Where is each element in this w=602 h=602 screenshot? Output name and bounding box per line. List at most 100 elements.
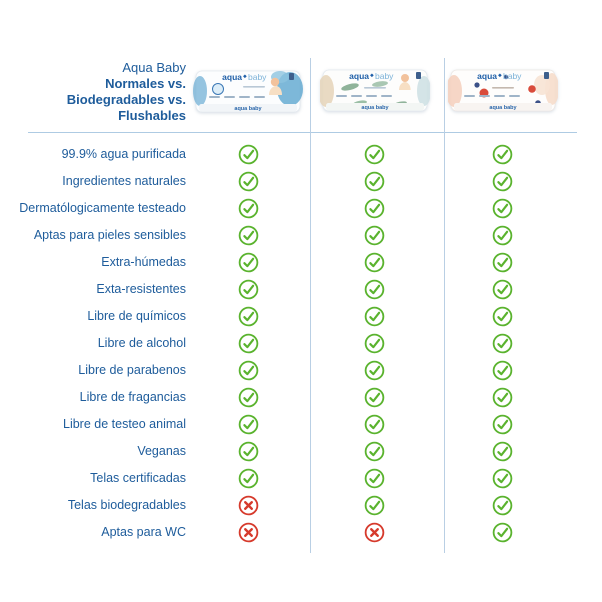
- check-icon: [492, 522, 513, 543]
- cross-icon: [238, 522, 259, 543]
- check-icon: [492, 495, 513, 516]
- check-icon: [364, 495, 385, 516]
- check-icon: [364, 360, 385, 381]
- check-icon: [238, 252, 259, 273]
- check-icon: [492, 225, 513, 246]
- check-icon: [492, 333, 513, 354]
- table-row: Telas certificadas: [0, 465, 602, 492]
- page-title: Aqua Baby Normales vs. Biodegradables vs…: [0, 60, 186, 124]
- check-icon: [238, 144, 259, 165]
- column-divider-2: [444, 58, 445, 553]
- check-icon: [364, 306, 385, 327]
- check-icon: [364, 225, 385, 246]
- check-icon: [492, 468, 513, 489]
- cross-icon: [238, 495, 259, 516]
- feature-label: Aptas para WC: [101, 525, 186, 539]
- check-icon: [492, 252, 513, 273]
- feature-label: 99.9% agua purificada: [61, 147, 186, 161]
- product-image-normales: aqua baby aqua baby: [193, 64, 303, 120]
- check-icon: [238, 333, 259, 354]
- check-icon: [364, 414, 385, 435]
- feature-label: Libre de parabenos: [78, 363, 186, 377]
- title-line-brand: Aqua Baby: [122, 60, 186, 75]
- check-icon: [492, 198, 513, 219]
- pack-band-logo: aqua baby: [489, 105, 517, 111]
- table-row: Libre de fragancias: [0, 384, 602, 411]
- table-row: Aptas para pieles sensibles: [0, 222, 602, 249]
- feature-label: Libre de alcohol: [97, 336, 186, 350]
- table-row: Ingredientes naturales: [0, 168, 602, 195]
- feature-label: Aptas para pieles sensibles: [33, 228, 186, 242]
- cross-icon: [364, 522, 385, 543]
- check-icon: [364, 387, 385, 408]
- table-row: Dermatólogicamente testeado: [0, 195, 602, 222]
- table-row: Libre de alcohol: [0, 330, 602, 357]
- check-icon: [238, 414, 259, 435]
- pack-logo-aqua: aqua: [477, 71, 497, 81]
- feature-label: Libre de testeo animal: [63, 417, 186, 431]
- table-row: 99.9% agua purificada: [0, 141, 602, 168]
- table-row: Libre de testeo animal: [0, 411, 602, 438]
- table-row: Libre de químicos: [0, 303, 602, 330]
- check-icon: [364, 441, 385, 462]
- pack-logo-aqua: aqua: [222, 72, 242, 82]
- feature-label: Telas certificadas: [90, 471, 186, 485]
- table-row: Veganas: [0, 438, 602, 465]
- product-image-biodegradables: aqua baby aqua baby: [318, 63, 431, 119]
- check-icon: [238, 468, 259, 489]
- table-row: Libre de parabenos: [0, 357, 602, 384]
- pack-logo-aqua: aqua: [349, 71, 369, 81]
- feature-label: Libre de fragancias: [79, 390, 186, 404]
- pack-band-logo: aqua baby: [234, 106, 262, 112]
- table-row: Extra-húmedas: [0, 249, 602, 276]
- check-icon: [364, 468, 385, 489]
- check-icon: [364, 279, 385, 300]
- feature-label: Dermatólogicamente testeado: [19, 201, 186, 215]
- product-image-flushables: aqua baby aqua baby: [446, 63, 559, 119]
- pack-band-logo: aqua baby: [361, 105, 389, 111]
- pack-logo-baby: baby: [248, 72, 267, 82]
- check-icon: [238, 441, 259, 462]
- check-icon: [364, 333, 385, 354]
- check-icon: [492, 144, 513, 165]
- header-divider-line: [28, 132, 577, 133]
- check-icon: [492, 279, 513, 300]
- title-line-3: Flushables: [118, 108, 186, 123]
- wipes-pack-biodegradables-graphic: aqua baby aqua baby: [318, 69, 431, 112]
- table-row: Aptas para WC: [0, 519, 602, 546]
- check-icon: [238, 279, 259, 300]
- check-icon: [364, 144, 385, 165]
- wipes-pack-normales-graphic: aqua baby aqua baby: [193, 70, 303, 113]
- check-icon: [238, 198, 259, 219]
- comparison-table: 99.9% agua purificada Ingredientes natur…: [0, 141, 602, 546]
- feature-label: Telas biodegradables: [67, 498, 186, 512]
- feature-label: Extra-húmedas: [101, 255, 186, 269]
- table-row: Exta-resistentes: [0, 276, 602, 303]
- check-icon: [492, 441, 513, 462]
- check-icon: [492, 171, 513, 192]
- title-line-2: Biodegradables vs.: [66, 92, 186, 107]
- check-icon: [492, 414, 513, 435]
- check-icon: [364, 171, 385, 192]
- check-icon: [238, 360, 259, 381]
- check-icon: [238, 387, 259, 408]
- check-icon: [238, 225, 259, 246]
- feature-label: Exta-resistentes: [96, 282, 186, 296]
- check-icon: [492, 387, 513, 408]
- pack-logo-baby: baby: [503, 71, 522, 81]
- check-icon: [492, 306, 513, 327]
- feature-label: Veganas: [137, 444, 186, 458]
- check-icon: [364, 198, 385, 219]
- check-icon: [238, 306, 259, 327]
- check-icon: [238, 171, 259, 192]
- wipes-pack-flushables-graphic: aqua baby aqua baby: [446, 69, 559, 112]
- title-line-1: Normales vs.: [105, 76, 186, 91]
- feature-label: Ingredientes naturales: [62, 174, 186, 188]
- check-icon: [364, 252, 385, 273]
- pack-logo-baby: baby: [375, 71, 394, 81]
- feature-label: Libre de químicos: [87, 309, 186, 323]
- table-row: Telas biodegradables: [0, 492, 602, 519]
- check-icon: [492, 360, 513, 381]
- column-divider-1: [310, 58, 311, 553]
